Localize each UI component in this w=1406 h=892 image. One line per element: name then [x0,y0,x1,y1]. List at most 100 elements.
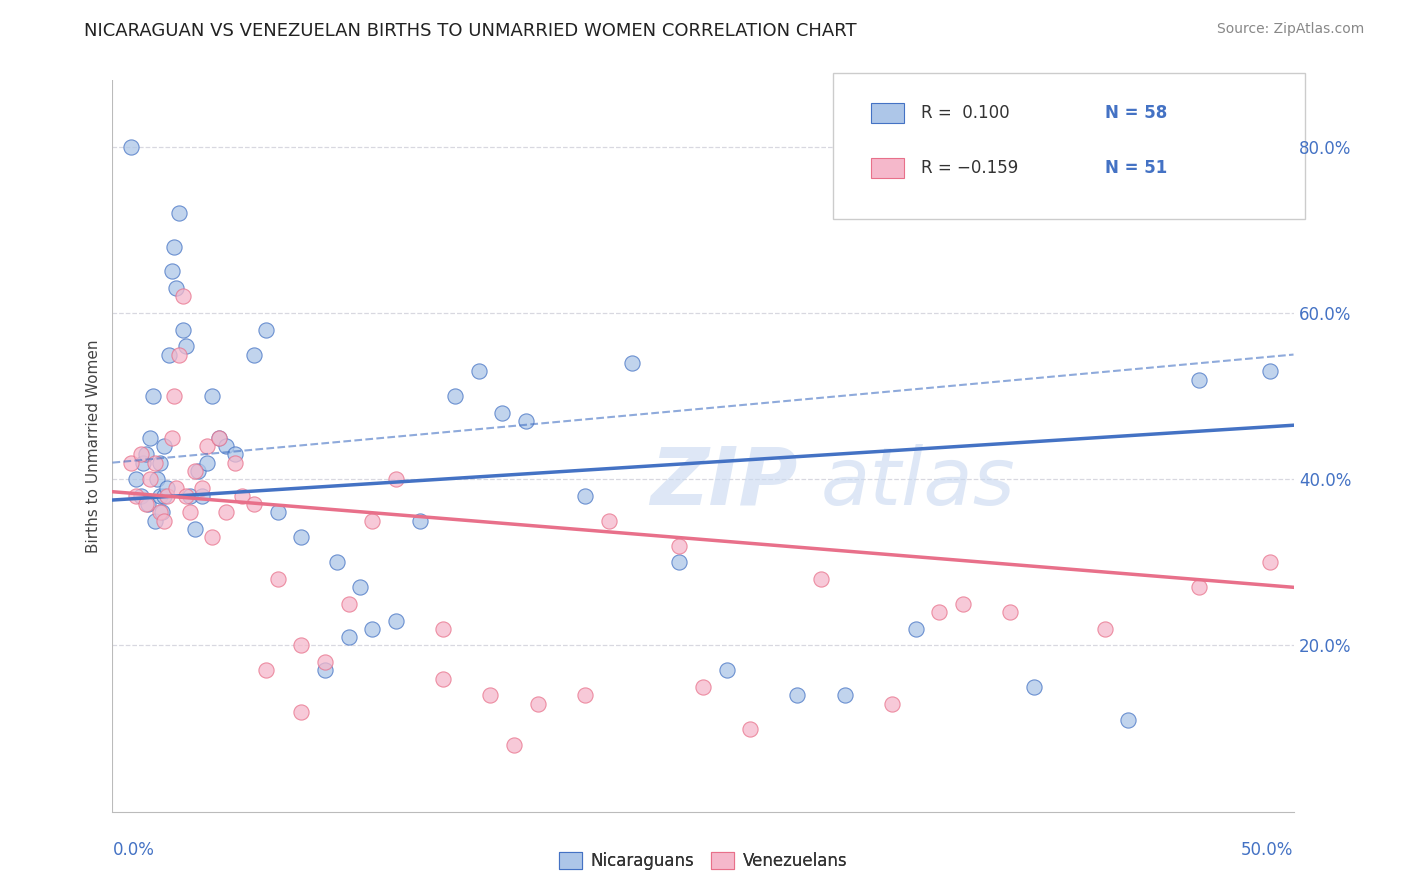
Point [904,622,927,636]
Text: Source: ZipAtlas.com: Source: ZipAtlas.com [1216,22,1364,37]
Point [201,530,224,544]
Point [136,497,159,511]
Point [174,339,197,353]
Point [120,140,142,154]
Point [191,481,214,495]
Point [231,489,253,503]
Point [598,514,620,528]
Point [349,580,371,594]
Point [160,431,183,445]
Point [1258,364,1281,378]
Point [172,323,194,337]
Point [179,506,201,520]
Point [267,506,290,520]
Point [163,239,186,253]
Point [290,705,312,719]
Text: NICARAGUAN VS VENEZUELAN BIRTHS TO UNMARRIED WOMEN CORRELATION CHART: NICARAGUAN VS VENEZUELAN BIRTHS TO UNMAR… [84,22,858,40]
Point [467,364,489,378]
Point [668,539,690,553]
Point [208,431,231,445]
Point [186,464,208,478]
Point [432,672,454,686]
Point [160,264,183,278]
Point [142,389,165,403]
Point [174,489,197,503]
Point [149,489,172,503]
Point [139,431,162,445]
Point [129,447,152,461]
Point [184,464,207,478]
Text: N = 51: N = 51 [1105,159,1167,177]
Point [385,614,408,628]
Point [621,356,644,370]
Point [167,206,190,220]
Point [153,514,176,528]
Point [740,722,762,736]
Point [314,664,336,678]
Text: ZIP: ZIP [650,443,797,522]
Point [195,456,218,470]
Point [361,514,384,528]
Point [479,689,502,703]
Point [132,456,155,470]
Point [337,630,360,644]
Point [1022,680,1045,694]
Y-axis label: Births to Unmarried Women: Births to Unmarried Women [86,339,101,553]
Point [1094,622,1116,636]
Point [208,431,231,445]
Point [880,697,903,711]
Point [503,738,526,752]
Point [526,697,548,711]
Text: R =  0.100: R = 0.100 [921,104,1010,122]
Point [432,622,454,636]
Point [149,506,172,520]
Point [120,456,142,470]
Point [165,481,187,495]
Point [143,514,166,528]
Point [267,572,290,586]
Point [254,323,277,337]
Point [444,389,467,403]
Point [146,472,169,486]
Point [149,456,172,470]
Point [952,597,974,611]
Point [143,456,166,470]
Point [290,530,312,544]
Point [314,655,336,669]
Text: R = −0.159: R = −0.159 [921,159,1019,177]
Point [201,389,224,403]
FancyBboxPatch shape [870,103,904,123]
Point [125,489,148,503]
Point [668,555,690,569]
Text: atlas: atlas [821,443,1017,522]
Point [834,689,856,703]
Point [215,439,238,453]
Point [1188,372,1211,386]
Point [290,639,312,653]
Point [810,572,832,586]
Point [385,472,408,486]
Point [224,456,246,470]
Point [243,347,266,362]
Point [574,689,596,703]
Point [135,447,157,461]
Point [224,447,246,461]
Point [243,497,266,511]
Point [215,506,238,520]
Point [326,555,349,569]
FancyBboxPatch shape [832,73,1305,219]
Point [167,347,190,362]
Point [153,439,176,453]
Point [139,472,162,486]
Point [1258,555,1281,569]
Point [195,439,218,453]
Point [179,489,201,503]
Point [135,497,157,511]
Point [1116,714,1139,728]
Point [125,472,148,486]
Point [156,481,179,495]
Text: 0.0%: 0.0% [112,841,155,859]
Point [191,489,214,503]
Point [337,597,360,611]
Point [361,622,384,636]
